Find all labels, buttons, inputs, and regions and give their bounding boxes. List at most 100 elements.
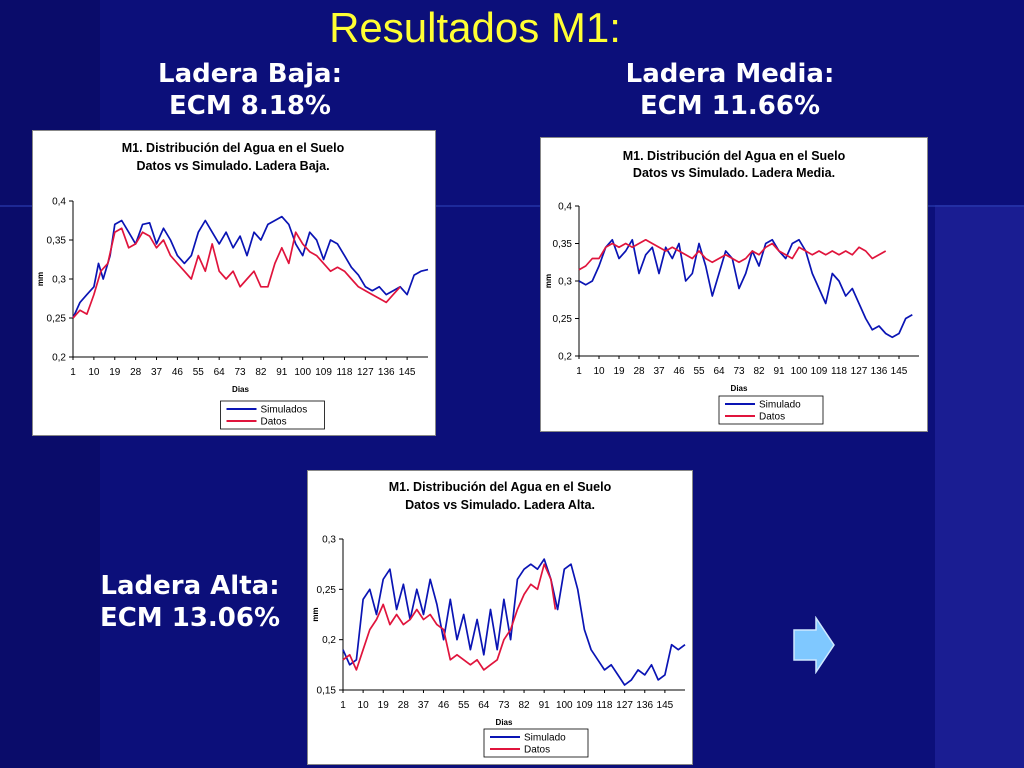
x-tick-label: 118 — [597, 700, 613, 711]
x-tick-label: 37 — [653, 366, 665, 377]
y-tick-label: 0,2 — [322, 635, 336, 646]
y-tick-label: 0,4 — [558, 202, 572, 213]
legend-box — [220, 400, 325, 430]
chart-ladera-baja: M1. Distribución del Agua en el Suelo Dat… — [32, 130, 436, 436]
x-tick-label: 10 — [88, 367, 100, 378]
heading-ladera-baja-ecm: ECM 8.18% — [169, 91, 331, 121]
x-tick-label: 64 — [478, 700, 490, 711]
x-tick-label: 109 — [811, 366, 828, 377]
heading-ladera-alta-name: Ladera Alta: — [100, 571, 280, 601]
x-tick-label: 136 — [378, 367, 395, 378]
x-tick-label: 145 — [657, 700, 674, 711]
y-tick-label: 0,25 — [317, 585, 337, 596]
chart-subtitle: Datos vs Simulado. Ladera Baja. — [136, 159, 329, 173]
chart-ladera-media: M1. Distribución del Agua en el Suelo Dat… — [540, 137, 928, 432]
x-tick-label: 1 — [70, 367, 76, 378]
x-tick-label: 19 — [109, 367, 121, 378]
x-tick-label: 73 — [498, 700, 510, 711]
y-tick-label: 0,2 — [558, 352, 572, 363]
x-tick-label: 28 — [633, 366, 645, 377]
legend-label: Simulado — [759, 400, 801, 411]
x-tick-label: 91 — [773, 366, 785, 377]
x-tick-label: 55 — [193, 367, 205, 378]
x-tick-label: 82 — [753, 366, 765, 377]
x-tick-label: 10 — [358, 700, 370, 711]
chart-ladera-alta: M1. Distribución del Agua en el Suelo Dat… — [307, 470, 693, 765]
x-tick-label: 109 — [576, 700, 593, 711]
chart-title: M1. Distribución del Agua en el Suelo — [623, 149, 846, 163]
x-tick-label: 136 — [636, 700, 653, 711]
x-tick-label: 37 — [151, 367, 163, 378]
right-arrow-icon[interactable] — [792, 615, 836, 679]
chart-ladera-baja-svg: M1. Distribución del Agua en el Suelo Dat… — [36, 141, 429, 430]
heading-ladera-media: Ladera Media: ECM 11.66% — [595, 58, 865, 122]
x-tick-label: 82 — [518, 700, 530, 711]
series-line-datos — [72, 227, 401, 319]
x-tick-label: 1 — [340, 700, 346, 711]
legend-label: Datos — [524, 745, 550, 756]
legend-label: Datos — [261, 417, 287, 428]
series-line-simulado — [578, 238, 913, 339]
x-tick-label: 118 — [831, 366, 847, 377]
y-tick-label: 0,25 — [553, 314, 573, 325]
heading-ladera-media-ecm: ECM 11.66% — [639, 91, 821, 121]
x-tick-label: 145 — [399, 367, 416, 378]
x-tick-label: 100 — [294, 367, 311, 378]
x-tick-label: 109 — [315, 367, 332, 378]
x-tick-label: 1 — [576, 366, 582, 377]
slide-title: Resultados M1: — [329, 4, 621, 51]
x-tick-label: 118 — [336, 367, 352, 378]
series-line-simulado — [342, 558, 686, 686]
heading-ladera-alta-ecm: ECM 13.06% — [99, 603, 281, 633]
x-tick-label: 19 — [613, 366, 625, 377]
chart-subtitle: Datos vs Simulado. Ladera Media. — [633, 166, 835, 180]
x-axis-label: Dias — [731, 384, 748, 393]
x-tick-label: 46 — [438, 700, 450, 711]
y-tick-label: 0,3 — [322, 535, 336, 546]
series-line-simulados — [72, 215, 429, 319]
y-axis-label: mm — [36, 272, 45, 286]
heading-ladera-alta: Ladera Alta: ECM 13.06% — [90, 570, 290, 634]
x-tick-label: 145 — [891, 366, 908, 377]
x-tick-label: 37 — [418, 700, 430, 711]
background-right-band — [935, 205, 1024, 768]
legend-label: Simulados — [261, 405, 308, 416]
x-tick-label: 55 — [458, 700, 470, 711]
y-tick-label: 0,15 — [317, 686, 337, 697]
x-tick-label: 91 — [539, 700, 551, 711]
x-tick-label: 136 — [871, 366, 888, 377]
chart-title: M1. Distribución del Agua en el Suelo — [389, 480, 612, 494]
chart-ladera-media-svg: M1. Distribución del Agua en el Suelo Dat… — [544, 149, 919, 425]
chart-ladera-alta-svg: M1. Distribución del Agua en el Suelo Dat… — [311, 480, 686, 758]
series-line-datos — [342, 563, 557, 671]
heading-ladera-baja-name: Ladera Baja: — [158, 59, 342, 89]
y-tick-label: 0,35 — [553, 239, 573, 250]
heading-ladera-media-name: Ladera Media: — [625, 59, 835, 89]
legend-label: Simulado — [524, 733, 566, 744]
y-tick-label: 0,4 — [52, 197, 66, 208]
x-tick-label: 82 — [255, 367, 267, 378]
x-tick-label: 46 — [673, 366, 685, 377]
heading-ladera-baja: Ladera Baja: ECM 8.18% — [120, 58, 380, 122]
background-divider — [0, 205, 1024, 207]
x-axis-label: Dias — [496, 718, 513, 727]
chart-title: M1. Distribución del Agua en el Suelo — [122, 141, 345, 155]
y-tick-label: 0,35 — [47, 236, 67, 247]
x-tick-label: 127 — [357, 367, 374, 378]
x-tick-label: 28 — [398, 700, 410, 711]
y-tick-label: 0,3 — [558, 277, 572, 288]
series-line-datos — [578, 238, 887, 271]
y-axis-label: mm — [544, 274, 553, 288]
x-tick-label: 127 — [851, 366, 868, 377]
y-tick-label: 0,2 — [52, 353, 66, 364]
legend-box — [718, 395, 824, 425]
y-axis-label: mm — [311, 607, 320, 621]
x-tick-label: 19 — [378, 700, 390, 711]
x-tick-label: 127 — [616, 700, 633, 711]
x-tick-label: 100 — [556, 700, 573, 711]
x-tick-label: 28 — [130, 367, 142, 378]
y-tick-label: 0,3 — [52, 275, 66, 286]
x-tick-label: 55 — [693, 366, 705, 377]
x-tick-label: 100 — [791, 366, 808, 377]
legend-label: Datos — [759, 412, 785, 423]
